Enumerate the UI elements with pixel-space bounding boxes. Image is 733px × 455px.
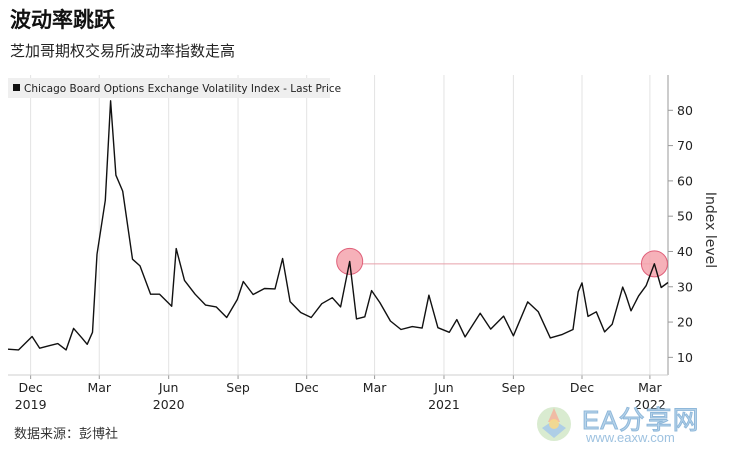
legend-label: Chicago Board Options Exchange Volatilit… xyxy=(24,83,341,95)
x-tick-year-label: 2022 xyxy=(634,397,666,412)
x-tick-label: Jun xyxy=(158,380,179,395)
y-tick-label: 80 xyxy=(677,103,693,118)
legend: Chicago Board Options Exchange Volatilit… xyxy=(8,78,341,98)
x-tick-label: Sep xyxy=(226,380,250,395)
legend-swatch xyxy=(13,84,20,91)
x-tick-label: Mar xyxy=(638,380,662,395)
series-line xyxy=(7,100,669,351)
watermark-logo-icon xyxy=(537,407,571,441)
x-tick-label: Sep xyxy=(502,380,526,395)
x-tick-year-label: 2019 xyxy=(15,397,47,412)
x-tick-label: Dec xyxy=(295,380,319,395)
chart-subtitle: 芝加哥期权交易所波动率指数走高 xyxy=(10,42,236,60)
axes xyxy=(8,75,669,376)
y-tick-label: 50 xyxy=(677,209,693,224)
x-tick-label: Jun xyxy=(433,380,454,395)
y-tick-labels: 10 20 30 40 50 60 70 80 xyxy=(668,103,693,365)
watermark: EA分享网 www.eaxw.com xyxy=(530,398,730,448)
y-axis-label: Index level xyxy=(702,192,718,268)
y-tick-label: 10 xyxy=(677,350,693,365)
x-tick-label: Dec xyxy=(19,380,43,395)
legend-box xyxy=(8,78,330,98)
y-tick-label: 20 xyxy=(677,315,693,330)
chart-title: 波动率跳跃 xyxy=(10,8,115,32)
highlight-layer xyxy=(336,247,668,278)
x-tick-label: Mar xyxy=(363,380,387,395)
y-tick-label: 30 xyxy=(677,279,693,294)
x-tick-year-label: 2021 xyxy=(428,397,460,412)
y-tick-label: 40 xyxy=(677,244,693,259)
x-tick-labels: Dec 2019 Mar Jun 2020 Sep Dec Mar Jun 2021 Sep Dec M… xyxy=(15,380,666,412)
y-tick-label: 60 xyxy=(677,173,693,188)
y-tick-label: 70 xyxy=(677,138,693,153)
data-source: 数据来源：彭博社 xyxy=(14,427,119,442)
x-tick-label: Dec xyxy=(570,380,594,395)
gridlines xyxy=(30,75,651,379)
watermark-name: EA分享网 xyxy=(582,405,700,436)
watermark-url: www.eaxw.com xyxy=(586,430,675,445)
x-tick-year-label: 2020 xyxy=(153,397,185,412)
x-tick-label: Mar xyxy=(87,380,111,395)
